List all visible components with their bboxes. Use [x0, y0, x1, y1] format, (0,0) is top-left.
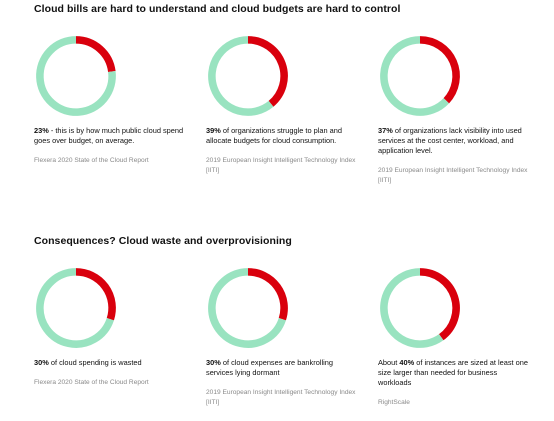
donut-slice-remainder [380, 36, 450, 116]
donut-slice-remainder [36, 36, 116, 116]
stat-text: 30% of cloud expenses are bankrolling se… [206, 358, 356, 378]
stat-percent: 37% [378, 126, 393, 135]
source-citation: 2019 European Insight Intelligent Techno… [206, 389, 356, 406]
source-citation: 2019 European Insight Intelligent Techno… [206, 157, 356, 174]
donut-chart [36, 268, 116, 348]
stat-description: of cloud expenses are bankrolling servic… [206, 358, 333, 377]
donut-slice-highlight [419, 36, 460, 104]
stat-description: - this is by how much public cloud spend… [34, 126, 184, 145]
stat-description: of cloud spending is wasted [48, 358, 142, 367]
stat-card: 30% of cloud spending is wasted Flexera … [34, 266, 184, 388]
donut-slice-highlight [75, 36, 116, 73]
stat-card: 23% - this is by how much public cloud s… [34, 34, 184, 166]
donut-slice-highlight [247, 36, 288, 107]
donut-chart [36, 36, 116, 116]
section-title-budgets: Cloud bills are hard to understand and c… [34, 3, 401, 15]
stat-description: of organizations struggle to plan and al… [206, 126, 343, 145]
stat-text: 30% of cloud spending is wasted [34, 358, 184, 368]
stat-percent: 30% [206, 358, 221, 367]
donut-slice-remainder [208, 36, 274, 116]
donut-chart [380, 36, 460, 116]
stat-percent: 23% [34, 126, 49, 135]
donut-chart [208, 268, 288, 348]
donut-slice-highlight [75, 268, 116, 321]
stat-percent: 39% [206, 126, 221, 135]
stat-card: 37% of organizations lack visibility int… [378, 34, 528, 186]
stat-percent: 30% [34, 358, 49, 367]
stat-description: of instances are sized at least one size… [378, 358, 528, 387]
donut-slice-remainder [208, 268, 286, 348]
stat-text: 37% of organizations lack visibility int… [378, 126, 528, 156]
donut-chart [380, 268, 460, 348]
stat-text: 23% - this is by how much public cloud s… [34, 126, 184, 146]
stat-card: About 40% of instances are sized at leas… [378, 266, 528, 408]
source-citation: 2019 European Insight Intelligent Techno… [378, 167, 528, 184]
stat-card: 39% of organizations struggle to plan an… [206, 34, 356, 176]
section-title-consequences: Consequences? Cloud waste and overprovis… [34, 235, 292, 247]
stat-description: of organizations lack visibility into us… [378, 126, 522, 155]
donut-slice-remainder [36, 268, 114, 348]
stat-card: 30% of cloud expenses are bankrolling se… [206, 266, 356, 408]
source-citation: Flexera 2020 State of the Cloud Report [34, 157, 149, 164]
stat-text: 39% of organizations struggle to plan an… [206, 126, 356, 146]
source-citation: RightScale [378, 399, 410, 406]
stat-percent: 40% [399, 358, 415, 367]
donut-slice-highlight [247, 268, 288, 321]
donut-slice-remainder [380, 268, 444, 348]
donut-slice-highlight [419, 268, 460, 341]
stat-text: About 40% of instances are sized at leas… [378, 358, 528, 388]
stat-prefix: About [378, 358, 400, 367]
source-citation: Flexera 2020 State of the Cloud Report [34, 379, 149, 386]
donut-chart [208, 36, 288, 116]
